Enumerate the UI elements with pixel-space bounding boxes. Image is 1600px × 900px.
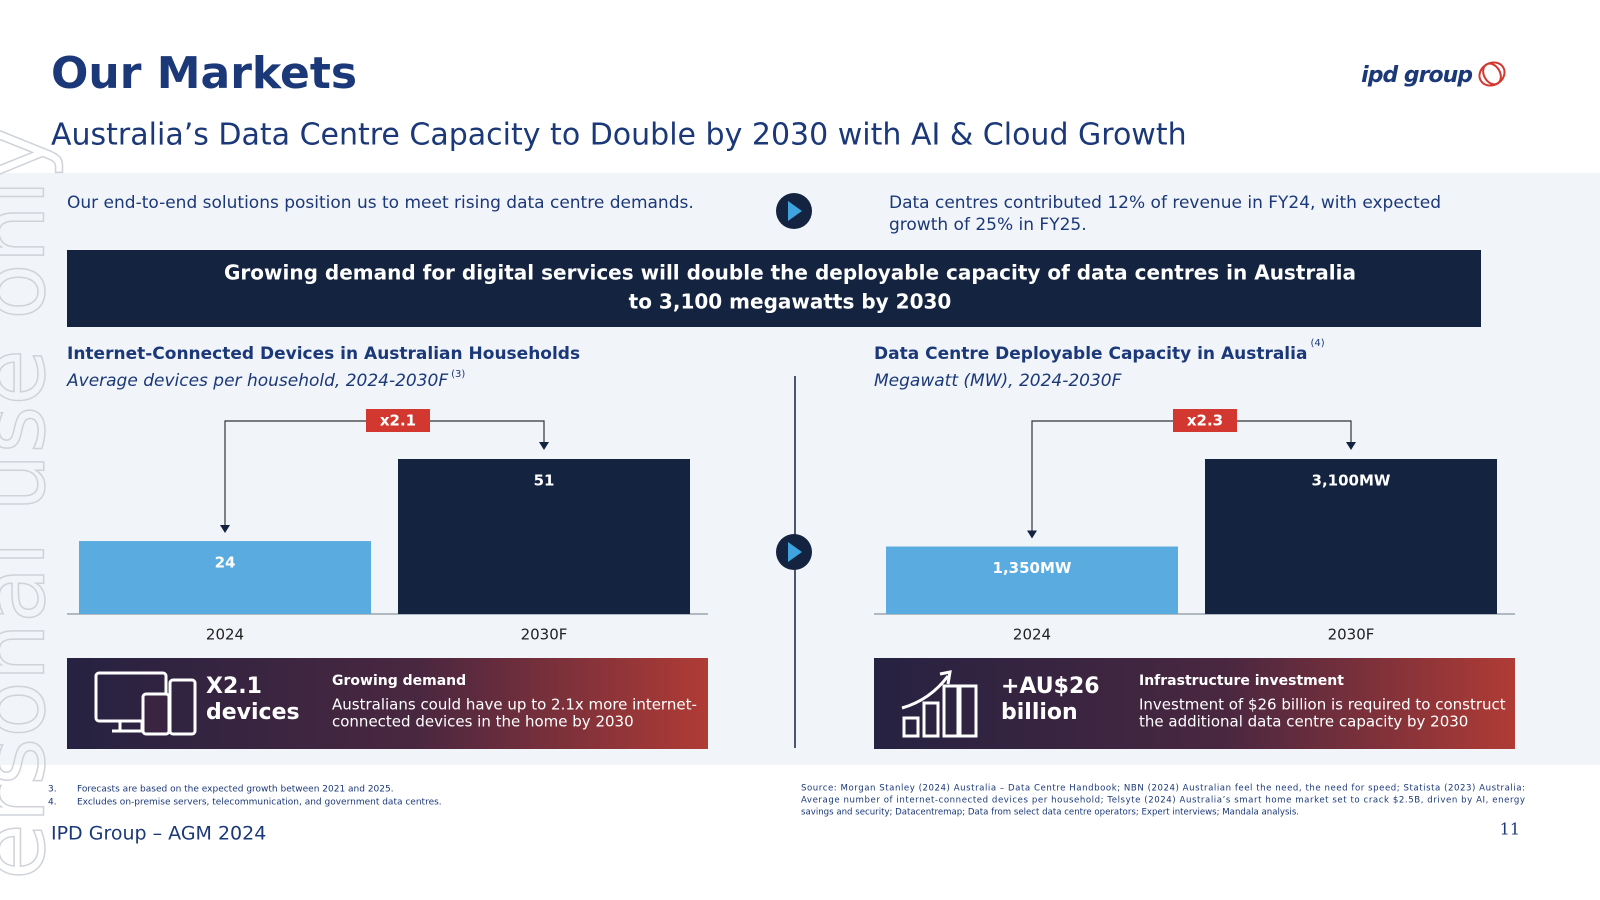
devices-icon	[94, 671, 197, 736]
category-label: 2030F	[521, 626, 568, 644]
arrowhead	[539, 442, 549, 450]
card-big: +AU$26	[1001, 674, 1100, 699]
bar-label: 51	[534, 472, 555, 490]
multiplier: x2.3	[1187, 412, 1223, 430]
footnote-number: 4.	[48, 798, 57, 808]
bar	[79, 541, 371, 614]
multiplier-box	[366, 409, 430, 432]
bar-label: 24	[215, 554, 236, 572]
arrowhead	[1027, 530, 1037, 539]
card-text: the additional data centre capacity by 2…	[1139, 713, 1468, 731]
banner-text: Growing demand for digital services will…	[224, 261, 1356, 285]
category-label: 2024	[1013, 626, 1051, 644]
card-title: Growing demand	[332, 673, 466, 689]
title: Our Markets	[51, 48, 357, 99]
multiplier-box	[1173, 409, 1237, 432]
chart-title: Internet-Connected Devices in Australian…	[67, 344, 580, 364]
card-big: billion	[1001, 700, 1078, 725]
banner-text: to 3,100 megawatts by 2030	[629, 290, 952, 314]
intro-left: Our end-to-end solutions position us to …	[67, 193, 694, 213]
category-label: 2024	[206, 626, 244, 644]
watermark: ersonal use only	[0, 125, 65, 880]
intro-right: Data centres contributed 12% of revenue …	[889, 193, 1441, 213]
card	[874, 658, 1515, 749]
logo-text: ipd group	[1361, 63, 1472, 88]
card-text: Investment of $26 billion is required to…	[1139, 696, 1506, 714]
footnote-number: 3.	[48, 785, 57, 795]
footnote: Excludes on-premise servers, telecommuni…	[77, 798, 442, 808]
bar	[886, 546, 1178, 614]
card-title: Infrastructure investment	[1139, 673, 1344, 689]
chart-subtitle: Megawatt (MW), 2024-2030F	[874, 371, 1122, 391]
arrow-icon	[776, 193, 812, 229]
banner	[67, 250, 1481, 327]
card-text: connected devices in the home by 2030	[332, 713, 634, 731]
card-text: Australians could have up to 2.1x more i…	[332, 696, 697, 714]
chart-subtitle-note: (3)	[451, 369, 465, 380]
source: Average number of internet-connected dev…	[801, 796, 1525, 806]
growth-icon	[901, 670, 978, 738]
bar-label: 1,350MW	[993, 559, 1072, 577]
arrowhead	[1346, 442, 1356, 450]
chart-title: Data Centre Deployable Capacity in Austr…	[874, 344, 1307, 364]
card-big: devices	[206, 700, 300, 725]
page-number: 11	[1500, 820, 1520, 839]
category-label: 2030F	[1328, 626, 1375, 644]
intro-right: growth of 25% in FY25.	[889, 215, 1087, 235]
multiplier: x2.1	[380, 412, 416, 430]
card-big: X2.1	[206, 674, 262, 699]
subtitle: Australia’s Data Centre Capacity to Doub…	[51, 118, 1187, 153]
bar	[398, 459, 690, 614]
logo-mark	[1478, 61, 1506, 87]
bar-label: 3,100MW	[1312, 472, 1391, 490]
arrowhead	[220, 525, 230, 534]
chart-subtitle: Average devices per household, 2024-2030…	[66, 371, 448, 391]
bar	[1205, 459, 1497, 614]
arrow-icon	[776, 534, 812, 570]
footer: IPD Group – AGM 2024	[51, 823, 266, 845]
source: savings and security; Datacentremap; Dat…	[801, 808, 1299, 818]
footnote: Forecasts are based on the expected grow…	[77, 785, 394, 795]
chart-title-note: (4)	[1310, 338, 1324, 349]
source: Source: Morgan Stanley (2024) Australia …	[801, 784, 1525, 794]
